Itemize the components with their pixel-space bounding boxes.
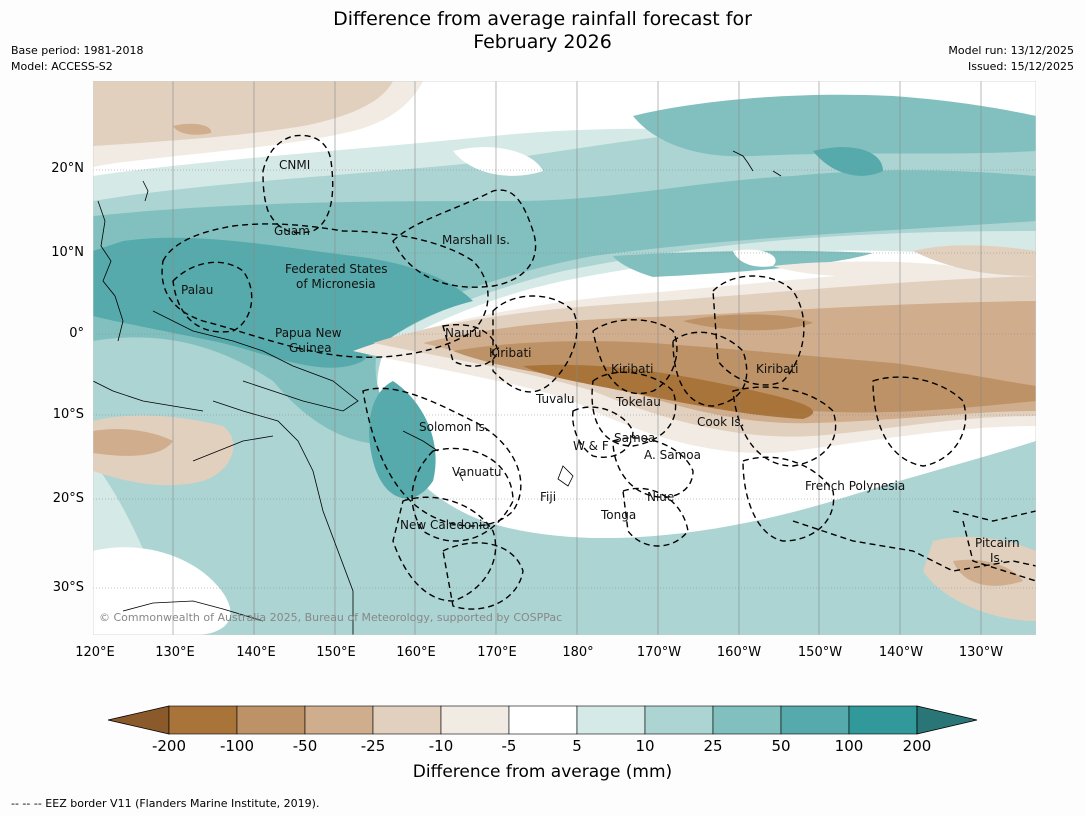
colorbar-label: 50 (771, 737, 791, 755)
colorbar-label: -50 (292, 737, 318, 755)
dry-anomaly-fields (93, 81, 1036, 621)
colorbar-label: 100 (834, 737, 864, 755)
lon-tick-160w: 160°W (716, 645, 762, 660)
label-png-1: Papua New (275, 326, 342, 340)
colorbar-bin-5 (440, 705, 510, 735)
label-samoa: Samoa (614, 431, 655, 445)
lon-tick-180: 180° (562, 645, 594, 660)
colorbar-label: 25 (703, 737, 723, 755)
colorbar-left-extension (107, 705, 170, 735)
model-name: Model: ACCESS-S2 (11, 60, 113, 73)
lon-tick-120e: 120°E (75, 645, 115, 660)
label-tuvalu: Tuvalu (535, 392, 575, 406)
lon-tick-140w: 140°W (878, 645, 924, 660)
colorbar-bin-3 (304, 705, 374, 735)
label-pitcairn-2: Is. (990, 551, 1004, 565)
colorbar-bin-10 (780, 705, 850, 735)
coastlines (93, 150, 782, 635)
colorbar-label: 200 (902, 737, 932, 755)
label-tokelau: Tokelau (615, 395, 661, 409)
label-png-2: Guinea (289, 341, 332, 355)
lon-tick-160e: 160°E (396, 645, 436, 660)
label-solomon: Solomon Is. (419, 420, 489, 434)
colorbar-label: -5 (501, 737, 517, 755)
wet-anomaly-fields (93, 94, 1036, 635)
colorbar-bin-11 (848, 705, 918, 735)
eez-footnote: -- -- -- EEZ border V11 (Flanders Marine… (11, 797, 320, 810)
label-vanuatu: Vanuatu (452, 465, 502, 479)
label-kiribati-east: Kiribati (756, 362, 798, 376)
colorbar-title: Difference from average (mm) (412, 762, 673, 782)
meta-right: Model run: 13/12/2025 Issued: 15/12/2025 (948, 43, 1074, 75)
label-fsm-1: Federated States (285, 262, 387, 276)
meta-left: Base period: 1981-2018 Model: ACCESS-S2 (11, 43, 143, 75)
base-period: Base period: 1981-2018 (11, 44, 144, 57)
label-wf: W & F (573, 439, 609, 453)
label-french-polynesia: French Polynesia (805, 479, 905, 493)
lon-tick-140e: 140°E (236, 645, 276, 660)
label-cnmi: CNMI (279, 158, 310, 172)
lat-tick-10s: 10°S (52, 407, 84, 422)
lon-tick-130e: 130°E (155, 645, 195, 660)
label-niue: Niue (647, 490, 674, 504)
copyright-notice: © Commonwealth of Australia 2025, Bureau… (99, 611, 562, 624)
lat-tick-0: 0° (69, 326, 84, 341)
colorbar-label: 5 (572, 737, 582, 755)
eez-borders (161, 134, 1036, 610)
colorbar-right-extension (916, 705, 978, 735)
label-pitcairn-1: Pitcairn (975, 536, 1020, 550)
label-palau: Palau (181, 283, 213, 297)
colorbar (107, 705, 978, 735)
label-new-caledonia: New Caledonia (400, 518, 490, 532)
label-guam: Guam (274, 224, 310, 238)
label-marshall: Marshall Is. (442, 233, 510, 247)
issued-date: Issued: 15/12/2025 (967, 60, 1074, 73)
colorbar-bin-2 (236, 705, 306, 735)
lon-tick-150w: 150°W (797, 645, 843, 660)
colorbar-bin-7 (576, 705, 646, 735)
label-nauru: Nauru (445, 326, 481, 340)
graticule (93, 81, 1036, 635)
model-run: Model run: 13/12/2025 (948, 44, 1074, 57)
label-fsm-2: of Micronesia (296, 277, 376, 291)
lon-tick-150e: 150°E (316, 645, 356, 660)
colorbar-bin-1 (168, 705, 238, 735)
lon-tick-170e: 170°E (477, 645, 517, 660)
label-fiji: Fiji (540, 490, 556, 504)
lat-tick-10n: 10°N (51, 245, 84, 260)
label-cook: Cook Is. (697, 415, 744, 429)
colorbar-label: -25 (360, 737, 386, 755)
label-tonga: Tonga (600, 508, 636, 522)
lat-tick-20n: 20°N (51, 161, 84, 176)
lon-tick-130w: 130°W (958, 645, 1004, 660)
neutral-patches (93, 147, 776, 635)
colorbar-label: -100 (219, 737, 255, 755)
colorbar-bin-9 (712, 705, 782, 735)
colorbar-label: 10 (635, 737, 655, 755)
colorbar-bin-4 (372, 705, 442, 735)
map-title: Difference from average rainfall forecas… (0, 8, 1085, 54)
rainfall-map: CNMI Guam Marshall Is. Federated States … (93, 81, 1036, 635)
label-asamoa: A. Samoa (644, 448, 701, 462)
title-line-1: Difference from average rainfall forecas… (333, 8, 752, 30)
label-kiribati-west: Kiribati (489, 346, 531, 360)
lat-tick-30s: 30°S (52, 580, 84, 595)
colorbar-label: -10 (428, 737, 454, 755)
lat-tick-20s: 20°S (52, 491, 84, 506)
map-canvas: CNMI Guam Marshall Is. Federated States … (93, 81, 1036, 635)
lon-tick-170w: 170°W (636, 645, 682, 660)
label-kiribati-central: Kiribati (611, 362, 653, 376)
colorbar-label: -200 (151, 737, 187, 755)
colorbar-bin-6 (508, 705, 578, 735)
colorbar-bin-8 (644, 705, 714, 735)
title-line-2: February 2026 (473, 31, 612, 53)
